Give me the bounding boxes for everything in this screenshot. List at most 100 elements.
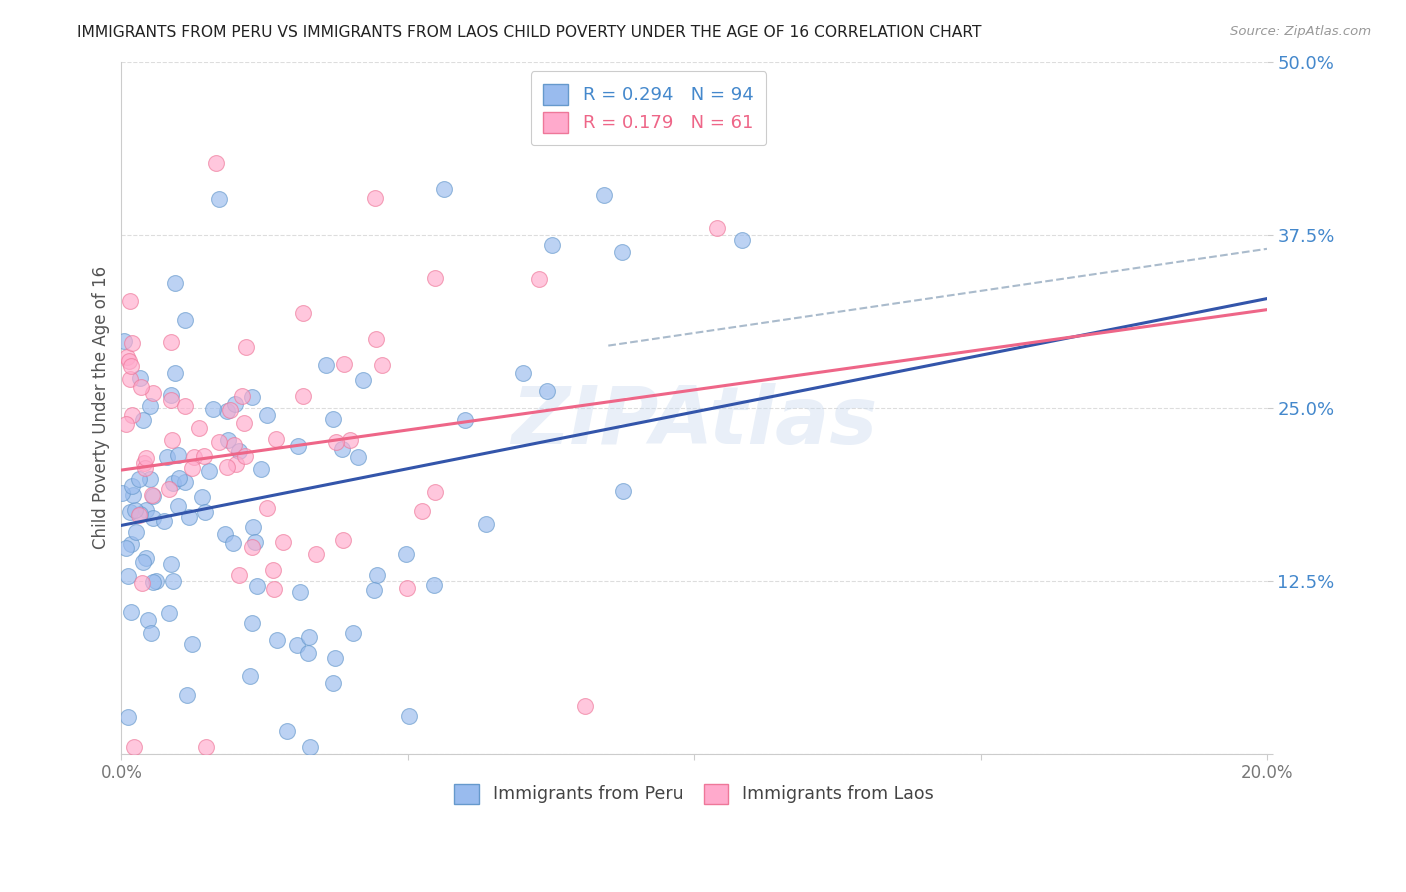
Point [527, 271, 550, 285]
Point [315, 358, 337, 372]
Point [167, 470, 190, 484]
Point [183, 450, 205, 465]
Point [205, 155, 228, 169]
Point [115, 351, 138, 365]
Point [121, 488, 143, 502]
Point [142, 574, 165, 589]
Point [157, 607, 180, 621]
Point [217, 434, 239, 448]
Point [191, 490, 214, 504]
Point [173, 313, 195, 327]
Point [325, 435, 347, 450]
Point [160, 335, 183, 350]
Point [371, 358, 394, 372]
Point [347, 450, 370, 464]
Point [423, 578, 446, 592]
Point [454, 413, 477, 427]
Point [298, 630, 321, 644]
Point [112, 334, 135, 348]
Point [193, 449, 215, 463]
Point [139, 399, 162, 413]
Point [240, 540, 263, 554]
Point [292, 389, 315, 403]
Point [121, 335, 143, 350]
Point [256, 501, 278, 516]
Point [131, 379, 153, 393]
Point [142, 511, 165, 525]
Point [264, 432, 287, 446]
Point [395, 547, 418, 561]
Point [156, 450, 179, 465]
Point [157, 482, 180, 496]
Text: IMMIGRANTS FROM PERU VS IMMIGRANTS FROM LAOS CHILD POVERTY UNDER THE AGE OF 16 C: IMMIGRANTS FROM PERU VS IMMIGRANTS FROM … [77, 25, 981, 40]
Point [121, 479, 143, 493]
Point [271, 535, 294, 549]
Point [541, 238, 564, 252]
Point [125, 524, 148, 539]
Point [120, 372, 142, 386]
Point [201, 402, 224, 417]
Point [512, 366, 534, 380]
Point [128, 472, 150, 486]
Point [612, 483, 634, 498]
Point [235, 340, 257, 354]
Point [235, 449, 257, 463]
Point [135, 502, 157, 516]
Point [706, 221, 728, 235]
Point [322, 676, 344, 690]
Point [423, 271, 446, 285]
Point [610, 244, 633, 259]
Point [193, 505, 215, 519]
Point [120, 606, 142, 620]
Point [245, 534, 267, 549]
Point [120, 536, 142, 550]
Point [222, 536, 245, 550]
Point [291, 306, 314, 320]
Point [129, 507, 152, 521]
Point [398, 708, 420, 723]
Point [731, 233, 754, 247]
Point [330, 442, 353, 457]
Point [166, 448, 188, 462]
Point [339, 434, 361, 448]
Point [197, 464, 219, 478]
Point [188, 421, 211, 435]
Point [141, 488, 163, 502]
Point [433, 182, 456, 196]
Point [285, 638, 308, 652]
Point [214, 527, 236, 541]
Point [225, 457, 247, 471]
Point [208, 435, 231, 450]
Point [263, 582, 285, 596]
Point [163, 366, 186, 380]
Point [153, 514, 176, 528]
Point [323, 650, 346, 665]
Point [142, 386, 165, 401]
Point [242, 519, 264, 533]
Point [173, 400, 195, 414]
Point [174, 475, 197, 489]
Text: ZIPAtlas: ZIPAtlas [510, 383, 877, 460]
Legend: Immigrants from Peru, Immigrants from Laos: Immigrants from Peru, Immigrants from La… [447, 777, 941, 811]
Point [120, 359, 142, 374]
Point [224, 438, 246, 452]
Point [266, 633, 288, 648]
Point [250, 462, 273, 476]
Point [159, 388, 181, 402]
Point [160, 434, 183, 448]
Point [423, 485, 446, 500]
Point [363, 582, 385, 597]
Point [166, 499, 188, 513]
Point [228, 568, 250, 582]
Point [276, 724, 298, 739]
Point [136, 613, 159, 627]
Point [240, 390, 263, 404]
Point [593, 188, 616, 202]
Point [297, 646, 319, 660]
Point [181, 460, 204, 475]
Point [256, 408, 278, 422]
Point [262, 563, 284, 577]
Point [118, 294, 141, 309]
Point [131, 576, 153, 591]
Point [233, 416, 256, 430]
